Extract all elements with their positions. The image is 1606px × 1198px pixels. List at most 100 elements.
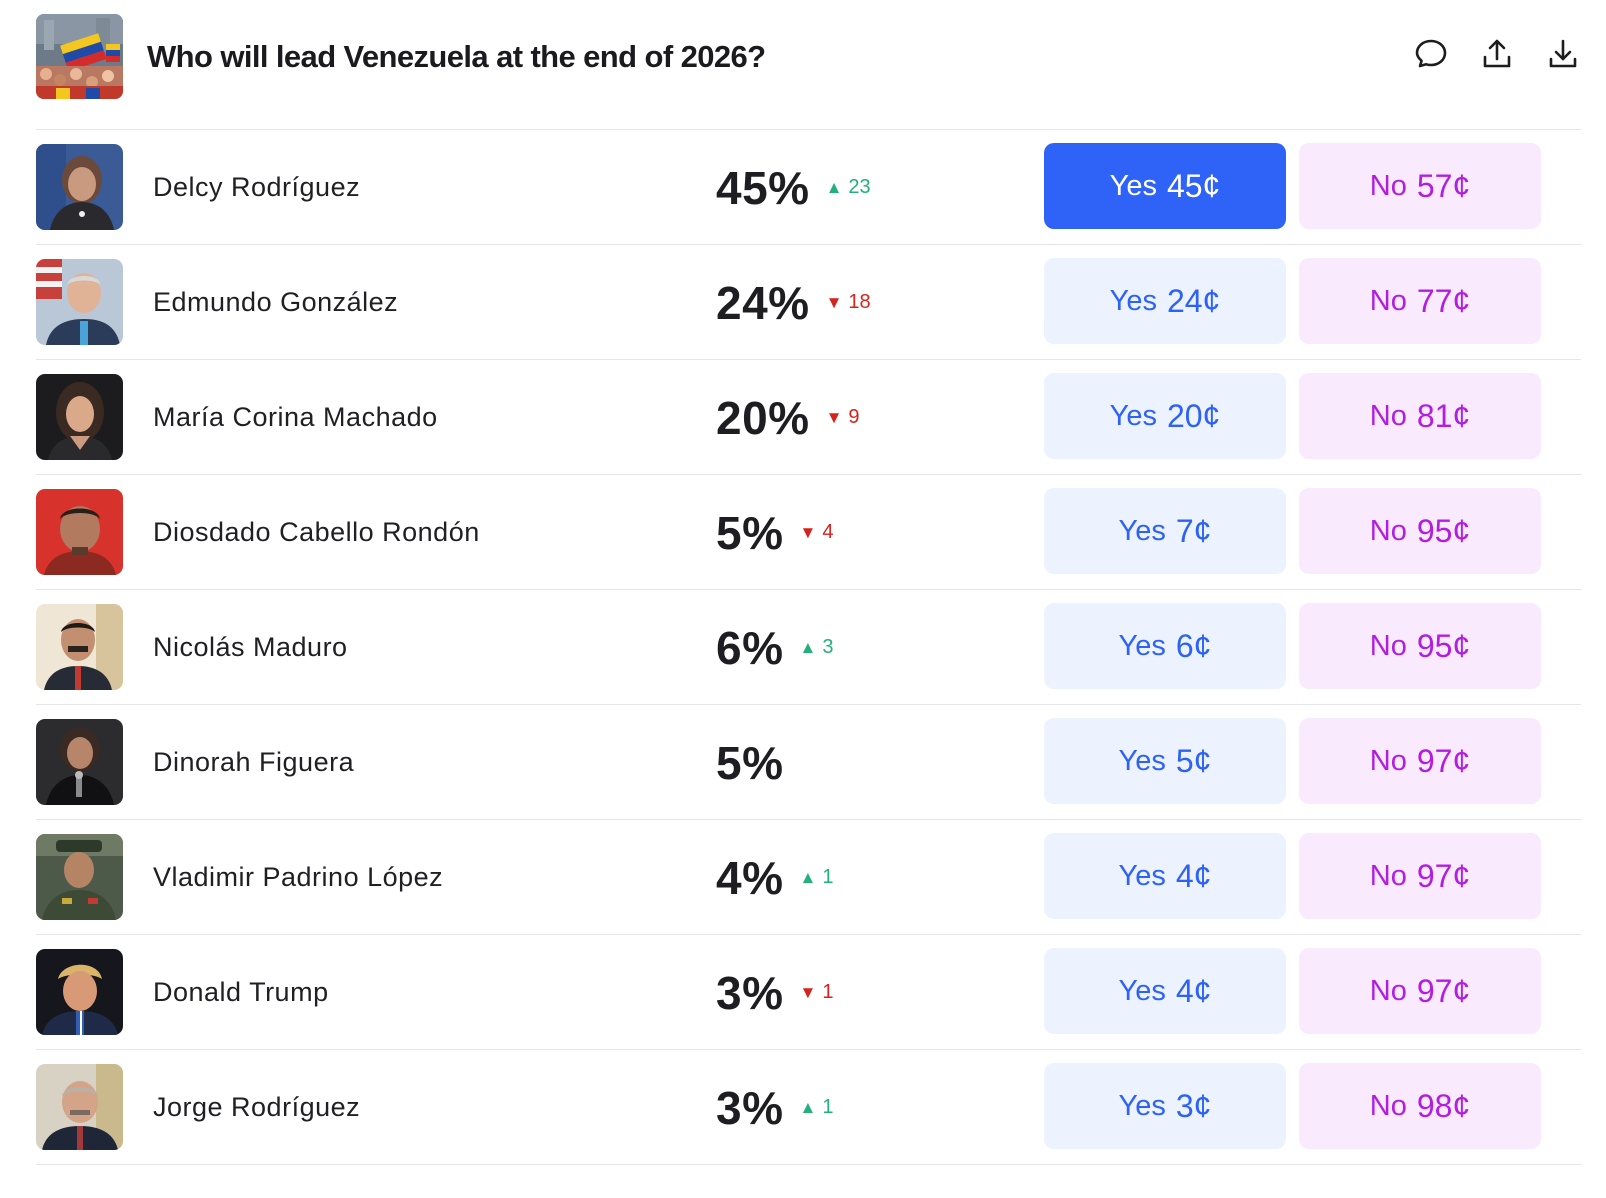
yes-label: Yes bbox=[1118, 629, 1166, 662]
change-indicator: ▼ 4 bbox=[799, 521, 833, 544]
no-price: 97¢ bbox=[1416, 972, 1471, 1009]
buy-no-button[interactable]: No 81¢ bbox=[1299, 373, 1541, 459]
yes-price: 4¢ bbox=[1175, 972, 1212, 1009]
buy-yes-button[interactable]: Yes 5¢ bbox=[1044, 718, 1286, 804]
yes-label: Yes bbox=[1118, 1089, 1166, 1122]
down-arrow-icon: ▼ bbox=[825, 407, 843, 427]
candidate-name: Donald Trump bbox=[153, 977, 329, 1007]
probability-value: 4% bbox=[716, 851, 784, 904]
yes-price: 45¢ bbox=[1166, 167, 1221, 204]
yes-price: 5¢ bbox=[1175, 742, 1212, 779]
up-arrow-icon: ▲ bbox=[825, 177, 843, 197]
candidate-avatar bbox=[36, 489, 123, 575]
outcome-row[interactable]: Edmundo González 24% ▼ 18 Yes 24¢ No 77¢ bbox=[36, 245, 1581, 360]
header-actions bbox=[1413, 36, 1581, 72]
change-value: 1 bbox=[822, 1096, 834, 1118]
no-price: 77¢ bbox=[1416, 282, 1471, 319]
change-value: 23 bbox=[848, 176, 871, 198]
probability: 20% ▼ 9 bbox=[716, 360, 860, 475]
probability-value: 45% bbox=[716, 161, 810, 214]
down-arrow-icon: ▼ bbox=[799, 522, 817, 542]
buy-no-button[interactable]: No 57¢ bbox=[1299, 143, 1541, 229]
probability: 45% ▲ 23 bbox=[716, 130, 871, 245]
yes-price: 20¢ bbox=[1166, 397, 1221, 434]
share-icon[interactable] bbox=[1479, 36, 1515, 72]
change-indicator: ▲ 1 bbox=[799, 1096, 833, 1119]
outcome-row[interactable]: Diosdado Cabello Rondón 5% ▼ 4 Yes 7¢ No 95… bbox=[36, 475, 1581, 590]
outcome-row[interactable]: Vladimir Padrino López 4% ▲ 1 Yes 4¢ No 97¢ bbox=[36, 820, 1581, 935]
up-arrow-icon: ▲ bbox=[799, 867, 817, 887]
no-price: 97¢ bbox=[1416, 742, 1471, 779]
buy-yes-button[interactable]: Yes 45¢ bbox=[1044, 143, 1286, 229]
candidate-name: Nicolás Maduro bbox=[153, 632, 348, 662]
candidate-avatar bbox=[36, 1064, 123, 1150]
buy-no-button[interactable]: No 95¢ bbox=[1299, 603, 1541, 689]
no-label: No bbox=[1369, 399, 1407, 432]
probability-value: 5% bbox=[716, 506, 784, 559]
buy-yes-button[interactable]: Yes 7¢ bbox=[1044, 488, 1286, 574]
buy-no-button[interactable]: No 95¢ bbox=[1299, 488, 1541, 574]
buy-yes-button[interactable]: Yes 3¢ bbox=[1044, 1063, 1286, 1149]
candidate-avatar bbox=[36, 719, 123, 805]
change-indicator: ▲ 23 bbox=[826, 176, 871, 199]
outcome-row[interactable]: Dinorah Figuera 5% Yes 5¢ No 97¢ bbox=[36, 705, 1581, 820]
probability: 4% ▲ 1 bbox=[716, 820, 833, 935]
no-label: No bbox=[1369, 629, 1407, 662]
probability: 5% bbox=[716, 705, 783, 820]
change-indicator: ▼ 9 bbox=[826, 406, 860, 429]
outcome-list: Delcy Rodríguez 45% ▲ 23 Yes 45¢ No 57¢ Edm… bbox=[36, 130, 1581, 1165]
outcome-row[interactable]: María Corina Machado 20% ▼ 9 Yes 20¢ No 81¢ bbox=[36, 360, 1581, 475]
yes-price: 7¢ bbox=[1175, 512, 1212, 549]
probability-value: 20% bbox=[716, 391, 810, 444]
no-price: 57¢ bbox=[1416, 167, 1471, 204]
no-label: No bbox=[1369, 859, 1407, 892]
buy-yes-button[interactable]: Yes 24¢ bbox=[1044, 258, 1286, 344]
candidate-avatar bbox=[36, 604, 123, 690]
candidate-avatar bbox=[36, 374, 123, 460]
probability-value: 3% bbox=[716, 1081, 784, 1134]
buy-no-button[interactable]: No 98¢ bbox=[1299, 1063, 1541, 1149]
up-arrow-icon: ▲ bbox=[799, 637, 817, 657]
probability-value: 6% bbox=[716, 621, 784, 674]
buy-no-button[interactable]: No 97¢ bbox=[1299, 833, 1541, 919]
candidate-avatar bbox=[36, 144, 123, 230]
buy-no-button[interactable]: No 97¢ bbox=[1299, 718, 1541, 804]
probability-value: 5% bbox=[716, 736, 784, 789]
outcome-row[interactable]: Nicolás Maduro 6% ▲ 3 Yes 6¢ No 95¢ bbox=[36, 590, 1581, 705]
buy-yes-button[interactable]: Yes 4¢ bbox=[1044, 833, 1286, 919]
change-value: 1 bbox=[822, 866, 834, 888]
yes-label: Yes bbox=[1118, 859, 1166, 892]
no-label: No bbox=[1369, 284, 1407, 317]
buy-no-button[interactable]: No 77¢ bbox=[1299, 258, 1541, 344]
probability: 3% ▼ 1 bbox=[716, 935, 833, 1050]
candidate-avatar bbox=[36, 834, 123, 920]
yes-price: 24¢ bbox=[1166, 282, 1221, 319]
comment-icon[interactable] bbox=[1413, 36, 1449, 72]
candidate-name: Edmundo González bbox=[153, 287, 399, 317]
no-label: No bbox=[1369, 169, 1407, 202]
buy-yes-button[interactable]: Yes 20¢ bbox=[1044, 373, 1286, 459]
no-price: 81¢ bbox=[1416, 397, 1471, 434]
candidate-name: María Corina Machado bbox=[153, 402, 438, 432]
probability: 6% ▲ 3 bbox=[716, 590, 833, 705]
no-label: No bbox=[1369, 744, 1407, 777]
no-price: 95¢ bbox=[1416, 627, 1471, 664]
yes-price: 6¢ bbox=[1175, 627, 1212, 664]
buy-no-button[interactable]: No 97¢ bbox=[1299, 948, 1541, 1034]
download-icon[interactable] bbox=[1545, 36, 1581, 72]
change-value: 4 bbox=[822, 521, 834, 543]
candidate-name: Jorge Rodríguez bbox=[153, 1092, 361, 1122]
probability: 24% ▼ 18 bbox=[716, 245, 871, 360]
yes-label: Yes bbox=[1109, 399, 1157, 432]
buy-yes-button[interactable]: Yes 4¢ bbox=[1044, 948, 1286, 1034]
outcome-row[interactable]: Donald Trump 3% ▼ 1 Yes 4¢ No 97¢ bbox=[36, 935, 1581, 1050]
buy-yes-button[interactable]: Yes 6¢ bbox=[1044, 603, 1286, 689]
change-indicator: ▼ 18 bbox=[826, 291, 871, 314]
candidate-avatar bbox=[36, 259, 123, 345]
outcome-row[interactable]: Jorge Rodríguez 3% ▲ 1 Yes 3¢ No 98¢ bbox=[36, 1050, 1581, 1165]
outcome-row[interactable]: Delcy Rodríguez 45% ▲ 23 Yes 45¢ No 57¢ bbox=[36, 130, 1581, 245]
change-indicator: ▲ 1 bbox=[799, 866, 833, 889]
change-value: 1 bbox=[822, 981, 834, 1003]
yes-label: Yes bbox=[1109, 169, 1157, 202]
candidate-name: Dinorah Figuera bbox=[153, 747, 355, 777]
